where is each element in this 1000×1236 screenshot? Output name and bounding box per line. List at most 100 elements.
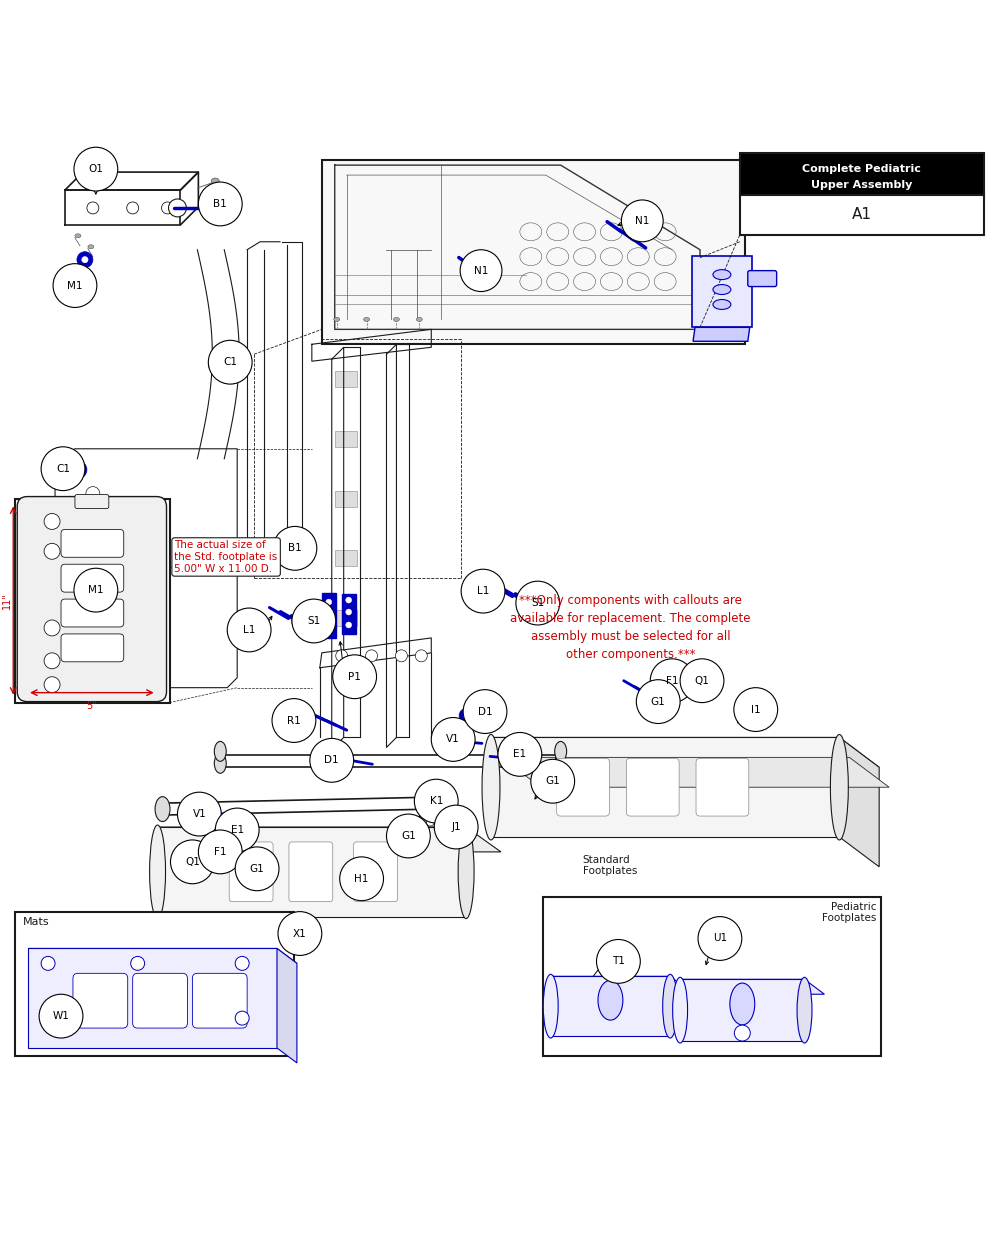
Text: M1: M1 bbox=[88, 585, 104, 595]
Text: Pediatric
Footplates: Pediatric Footplates bbox=[822, 902, 876, 923]
FancyBboxPatch shape bbox=[740, 153, 984, 195]
Text: V1: V1 bbox=[192, 810, 206, 819]
Ellipse shape bbox=[830, 734, 848, 840]
FancyBboxPatch shape bbox=[133, 973, 187, 1028]
Text: T1: T1 bbox=[612, 957, 625, 967]
Ellipse shape bbox=[416, 318, 422, 321]
Polygon shape bbox=[158, 827, 466, 917]
Polygon shape bbox=[680, 979, 824, 994]
Circle shape bbox=[292, 616, 306, 629]
Polygon shape bbox=[277, 948, 297, 1063]
Circle shape bbox=[426, 806, 434, 815]
Polygon shape bbox=[693, 328, 750, 341]
FancyBboxPatch shape bbox=[61, 529, 124, 557]
Text: Complete Pediatric: Complete Pediatric bbox=[802, 164, 921, 174]
Text: E1: E1 bbox=[231, 824, 244, 836]
Circle shape bbox=[463, 690, 507, 733]
Text: L1: L1 bbox=[477, 586, 489, 596]
Text: G1: G1 bbox=[545, 776, 560, 786]
Text: G1: G1 bbox=[401, 831, 416, 840]
Circle shape bbox=[272, 698, 316, 743]
Circle shape bbox=[434, 805, 478, 849]
Text: C1: C1 bbox=[223, 357, 237, 367]
Circle shape bbox=[296, 619, 302, 624]
Circle shape bbox=[41, 957, 55, 970]
Circle shape bbox=[310, 738, 354, 782]
Circle shape bbox=[461, 570, 505, 613]
FancyBboxPatch shape bbox=[61, 565, 124, 592]
Circle shape bbox=[86, 581, 100, 595]
Text: B1: B1 bbox=[213, 199, 227, 209]
Text: N1: N1 bbox=[474, 266, 488, 276]
Text: X1: X1 bbox=[293, 928, 307, 938]
Circle shape bbox=[198, 182, 242, 226]
FancyBboxPatch shape bbox=[342, 595, 356, 634]
Circle shape bbox=[340, 857, 384, 901]
Circle shape bbox=[86, 620, 100, 635]
Ellipse shape bbox=[797, 978, 812, 1043]
Bar bbox=[335, 371, 357, 387]
Ellipse shape bbox=[155, 797, 170, 822]
Circle shape bbox=[235, 847, 279, 891]
Ellipse shape bbox=[88, 245, 94, 248]
Circle shape bbox=[69, 461, 87, 478]
Text: F1: F1 bbox=[214, 847, 227, 857]
Circle shape bbox=[171, 840, 214, 884]
Text: Upper Assembly: Upper Assembly bbox=[811, 179, 912, 189]
Circle shape bbox=[734, 1025, 750, 1041]
Bar bbox=[335, 431, 357, 446]
Text: G1: G1 bbox=[651, 697, 666, 707]
Circle shape bbox=[431, 718, 475, 761]
Text: B1: B1 bbox=[288, 544, 302, 554]
Text: A1: A1 bbox=[852, 208, 872, 222]
Circle shape bbox=[162, 201, 173, 214]
Ellipse shape bbox=[713, 299, 731, 309]
Circle shape bbox=[314, 623, 328, 637]
FancyBboxPatch shape bbox=[692, 256, 752, 328]
FancyBboxPatch shape bbox=[557, 759, 609, 816]
Ellipse shape bbox=[211, 178, 219, 184]
Polygon shape bbox=[501, 758, 889, 787]
FancyBboxPatch shape bbox=[748, 271, 777, 287]
Circle shape bbox=[39, 994, 83, 1038]
Text: D1: D1 bbox=[324, 755, 339, 765]
Circle shape bbox=[667, 698, 673, 705]
FancyBboxPatch shape bbox=[192, 973, 247, 1028]
Circle shape bbox=[273, 527, 317, 570]
FancyBboxPatch shape bbox=[59, 586, 89, 630]
Circle shape bbox=[326, 625, 332, 630]
Circle shape bbox=[169, 199, 186, 216]
Circle shape bbox=[86, 651, 100, 665]
Circle shape bbox=[278, 912, 322, 955]
Circle shape bbox=[215, 808, 259, 852]
FancyBboxPatch shape bbox=[740, 195, 984, 235]
Circle shape bbox=[414, 779, 458, 823]
Circle shape bbox=[74, 466, 82, 473]
Text: K1: K1 bbox=[430, 796, 443, 806]
Ellipse shape bbox=[598, 980, 623, 1020]
Text: The actual size of
the Std. footplate is
5.00" W x 11.00 D.: The actual size of the Std. footplate is… bbox=[174, 540, 278, 574]
Circle shape bbox=[653, 690, 667, 703]
Polygon shape bbox=[491, 738, 879, 768]
Circle shape bbox=[131, 957, 145, 970]
Polygon shape bbox=[680, 979, 805, 1041]
Circle shape bbox=[643, 685, 657, 698]
FancyBboxPatch shape bbox=[61, 634, 124, 661]
Circle shape bbox=[539, 601, 553, 614]
Circle shape bbox=[326, 599, 332, 606]
Circle shape bbox=[543, 604, 549, 609]
Circle shape bbox=[636, 680, 680, 723]
Circle shape bbox=[200, 812, 214, 826]
Circle shape bbox=[292, 599, 336, 643]
Circle shape bbox=[44, 513, 60, 529]
Circle shape bbox=[336, 650, 348, 661]
Bar bbox=[335, 491, 357, 507]
Circle shape bbox=[532, 601, 538, 606]
FancyBboxPatch shape bbox=[696, 759, 749, 816]
Bar bbox=[15, 498, 170, 702]
Circle shape bbox=[366, 650, 378, 661]
Polygon shape bbox=[551, 976, 690, 991]
FancyBboxPatch shape bbox=[73, 973, 128, 1028]
Circle shape bbox=[205, 816, 210, 822]
Circle shape bbox=[110, 575, 116, 581]
